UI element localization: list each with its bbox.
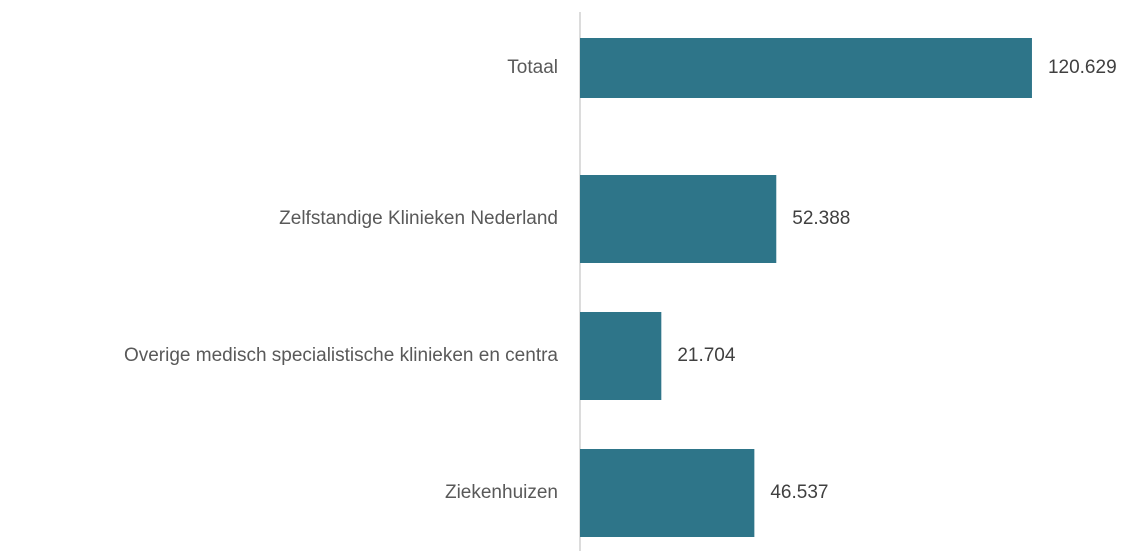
bar xyxy=(580,312,662,400)
category-label: Zelfstandige Klinieken Nederland xyxy=(279,208,558,229)
value-label: 21.704 xyxy=(677,345,736,366)
category-label: Totaal xyxy=(507,57,558,78)
bar xyxy=(580,449,755,537)
category-label: Overige medisch specialistische klinieke… xyxy=(124,345,558,366)
category-label: Ziekenhuizen xyxy=(445,482,558,503)
value-label: 120.629 xyxy=(1048,57,1117,78)
value-label: 52.388 xyxy=(792,208,850,229)
bar xyxy=(580,175,777,263)
value-label: 46.537 xyxy=(770,482,828,503)
bar xyxy=(580,38,1032,98)
